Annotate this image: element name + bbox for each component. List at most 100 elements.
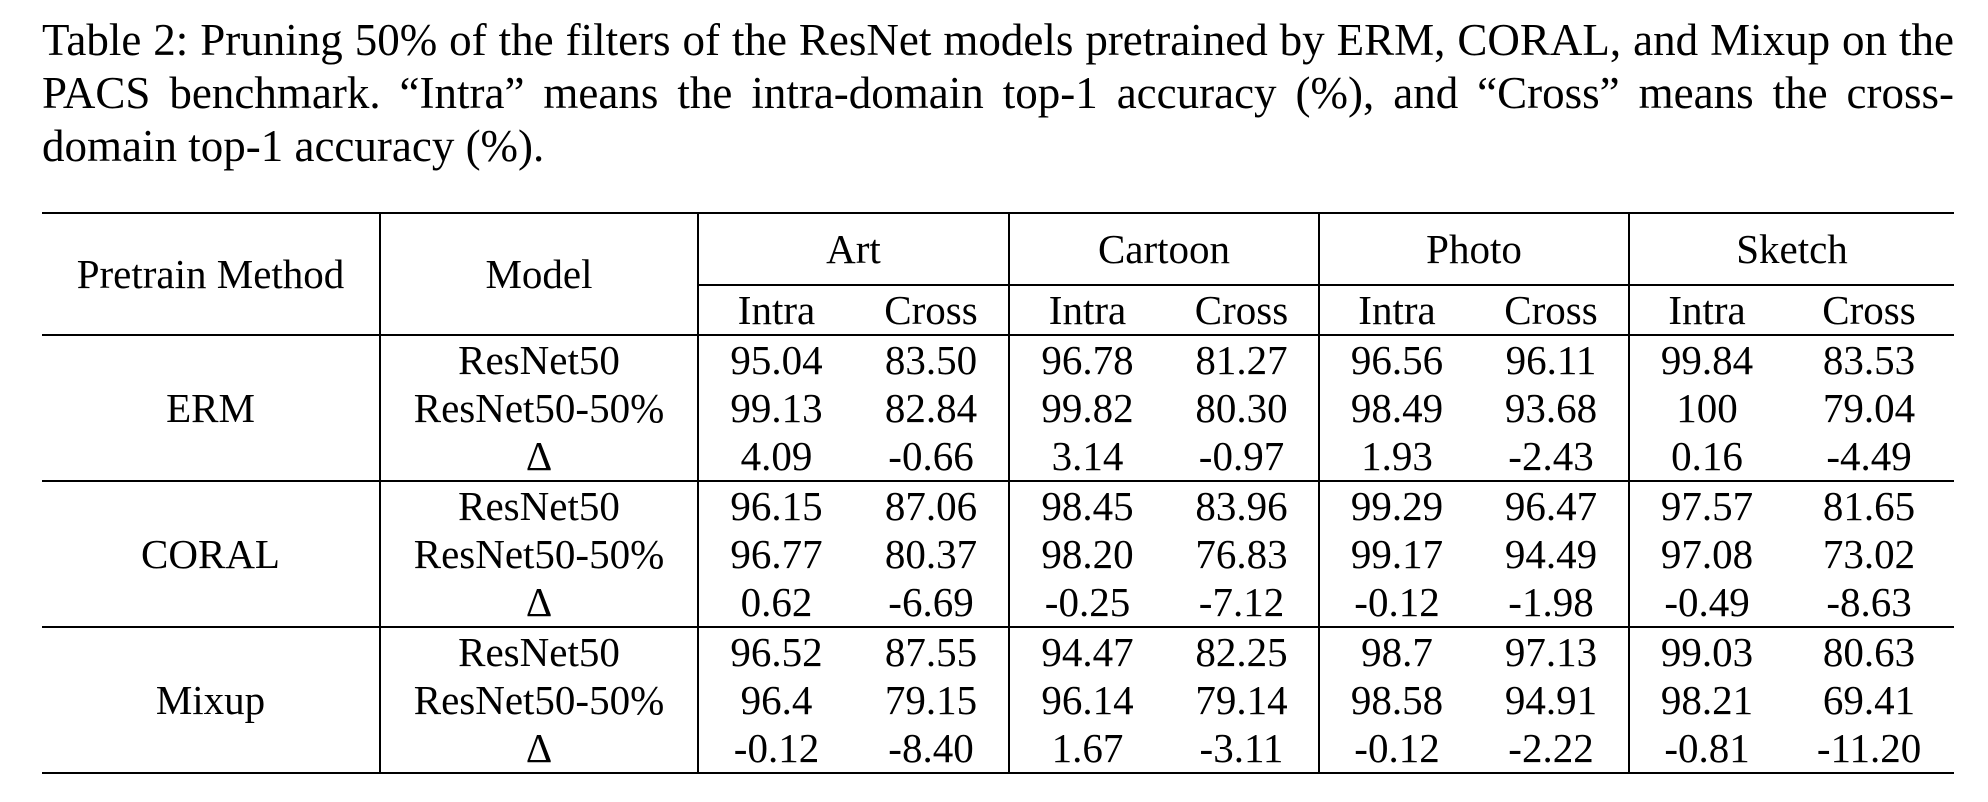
model-cell: ResNet50 [380, 626, 699, 676]
table-row: Δ 0.62 -6.69 -0.25 -7.12 -0.12 -1.98 -0.49 -8.63 [42, 578, 1954, 627]
value-cell: 94.91 [1474, 676, 1631, 724]
subheader-cross: Cross [1474, 285, 1631, 336]
value-cell: -0.81 [1629, 724, 1785, 774]
model-cell: ResNet50-50% [380, 384, 699, 432]
value-cell: 98.21 [1660, 677, 1754, 723]
value-cell: 98.49 [1350, 385, 1444, 431]
value-cell: -8.63 [1826, 579, 1912, 625]
value-cell: 0.16 [1671, 433, 1743, 479]
value-cell: 94.49 [1474, 530, 1631, 578]
value-cell: 99.82 [1041, 385, 1134, 431]
value-cell: 96.15 [698, 480, 854, 530]
value-cell: 99.29 [1319, 480, 1474, 530]
value-cell: 73.02 [1822, 531, 1916, 577]
value-cell: -0.12 [698, 724, 854, 774]
results-table: Pretrain Method Model Art Cartoon Photo … [42, 212, 1955, 774]
value-cell: 95.04 [730, 337, 823, 383]
subheader-cross: Cross [1165, 285, 1320, 336]
model-cell: ResNet50 [380, 480, 699, 530]
value-cell: 100 [1676, 385, 1738, 431]
value-cell: -2.22 [1474, 724, 1631, 774]
table-row: ResNet50-50% 96.77 80.37 98.20 76.83 99.17 94.… [42, 530, 1954, 578]
value-cell: 98.58 [1350, 677, 1444, 723]
value-cell: 96.47 [1474, 480, 1631, 530]
value-cell: 98.20 [1041, 531, 1134, 577]
value-cell: 80.63 [1784, 626, 1955, 676]
value-cell: 0.62 [740, 579, 813, 625]
value-cell: 87.55 [854, 626, 1010, 676]
value-cell: 83.53 [1822, 337, 1916, 383]
value-cell: 99.17 [1350, 531, 1444, 577]
value-cell: 1.67 [1009, 724, 1165, 774]
table-row: CORAL ResNet50 96.15 87.06 98.45 83.96 99.29 96… [42, 480, 1955, 627]
header-row-domains: Pretrain Method Model Art Cartoon Photo … [42, 213, 1955, 336]
value-cell: -2.43 [1474, 432, 1631, 481]
value-cell: 99.84 [1660, 337, 1754, 383]
value-cell: 79.14 [1165, 676, 1320, 724]
value-cell: -8.40 [854, 724, 1010, 774]
subheader-cross: Cross [1784, 285, 1955, 336]
value-cell: 80.37 [854, 530, 1010, 578]
value-cell: -3.11 [1165, 724, 1320, 774]
value-cell: 96.56 [1350, 337, 1444, 383]
value-cell: -0.12 [1319, 724, 1474, 774]
value-cell: 96.52 [698, 626, 854, 676]
value-cell: 98.45 [1009, 480, 1165, 530]
value-cell: -0.49 [1664, 579, 1750, 625]
value-cell: 69.41 [1822, 677, 1916, 723]
column-header-pretrain-method: Pretrain Method [42, 213, 381, 336]
value-cell: -6.69 [854, 578, 1010, 627]
value-cell: 87.06 [854, 480, 1010, 530]
value-cell: 76.83 [1165, 530, 1320, 578]
value-cell: -0.12 [1354, 579, 1440, 625]
value-cell: 3.14 [1051, 433, 1124, 479]
value-cell: 82.84 [854, 384, 1010, 432]
value-cell: 99.03 [1629, 626, 1785, 676]
column-header-cartoon: Cartoon [1009, 213, 1320, 286]
value-cell: 96.14 [1041, 677, 1134, 723]
column-header-photo: Photo [1319, 213, 1631, 286]
model-cell: ResNet50-50% [380, 530, 699, 578]
subheader-cross: Cross [854, 285, 1010, 336]
value-cell: 83.96 [1165, 480, 1320, 530]
value-cell: 79.04 [1822, 385, 1916, 431]
subheader-intra: Intra [1009, 285, 1165, 336]
table-row: ResNet50-50% 96.4 79.15 96.14 79.14 98.58 94.9… [42, 676, 1954, 724]
model-cell: ResNet50 [380, 335, 699, 384]
value-cell: 83.50 [854, 335, 1010, 384]
pretrain-method-cell: ERM [42, 335, 381, 481]
model-cell: ResNet50-50% [380, 676, 699, 724]
table-body: ERM ResNet50 95.04 83.50 96.78 81.27 96.56 96.1… [42, 335, 1955, 774]
pretrain-method-cell: Mixup [42, 626, 381, 774]
value-cell: 4.09 [740, 433, 813, 479]
value-cell: 99.13 [730, 385, 823, 431]
value-cell: 79.15 [854, 676, 1010, 724]
subheader-intra: Intra [1629, 285, 1785, 336]
model-cell: Δ [380, 724, 699, 774]
subheader-intra: Intra [698, 285, 854, 336]
value-cell: -1.98 [1474, 578, 1631, 627]
column-header-art: Art [698, 213, 1010, 286]
value-cell: 93.68 [1474, 384, 1631, 432]
value-cell: 81.65 [1784, 480, 1955, 530]
value-cell: -4.49 [1826, 433, 1912, 479]
table-row: ResNet50-50% 99.13 82.84 99.82 80.30 98.49 93.… [42, 384, 1954, 432]
value-cell: 98.7 [1319, 626, 1474, 676]
value-cell: -7.12 [1165, 578, 1320, 627]
table-row: Mixup ResNet50 96.52 87.55 94.47 82.25 98.7 97.… [42, 626, 1955, 774]
value-cell: 96.78 [1041, 337, 1134, 383]
value-cell: 81.27 [1165, 335, 1320, 384]
value-cell: -0.66 [854, 432, 1010, 481]
model-cell: Δ [380, 578, 699, 627]
table-row: ERM ResNet50 95.04 83.50 96.78 81.27 96.56 96.1… [42, 335, 1954, 481]
value-cell: 94.47 [1009, 626, 1165, 676]
column-header-sketch: Sketch [1629, 213, 1955, 286]
value-cell: -0.25 [1044, 579, 1131, 625]
table-row: Δ -0.12 -8.40 1.67 -3.11 -0.12 -2.22 -0.81 -11.2… [42, 724, 1955, 774]
value-cell: 97.57 [1629, 480, 1785, 530]
value-cell: 82.25 [1165, 626, 1320, 676]
value-cell: -11.20 [1784, 724, 1955, 774]
value-cell: 96.11 [1474, 335, 1631, 384]
subheader-intra: Intra [1319, 285, 1474, 336]
model-cell: Δ [380, 432, 699, 481]
